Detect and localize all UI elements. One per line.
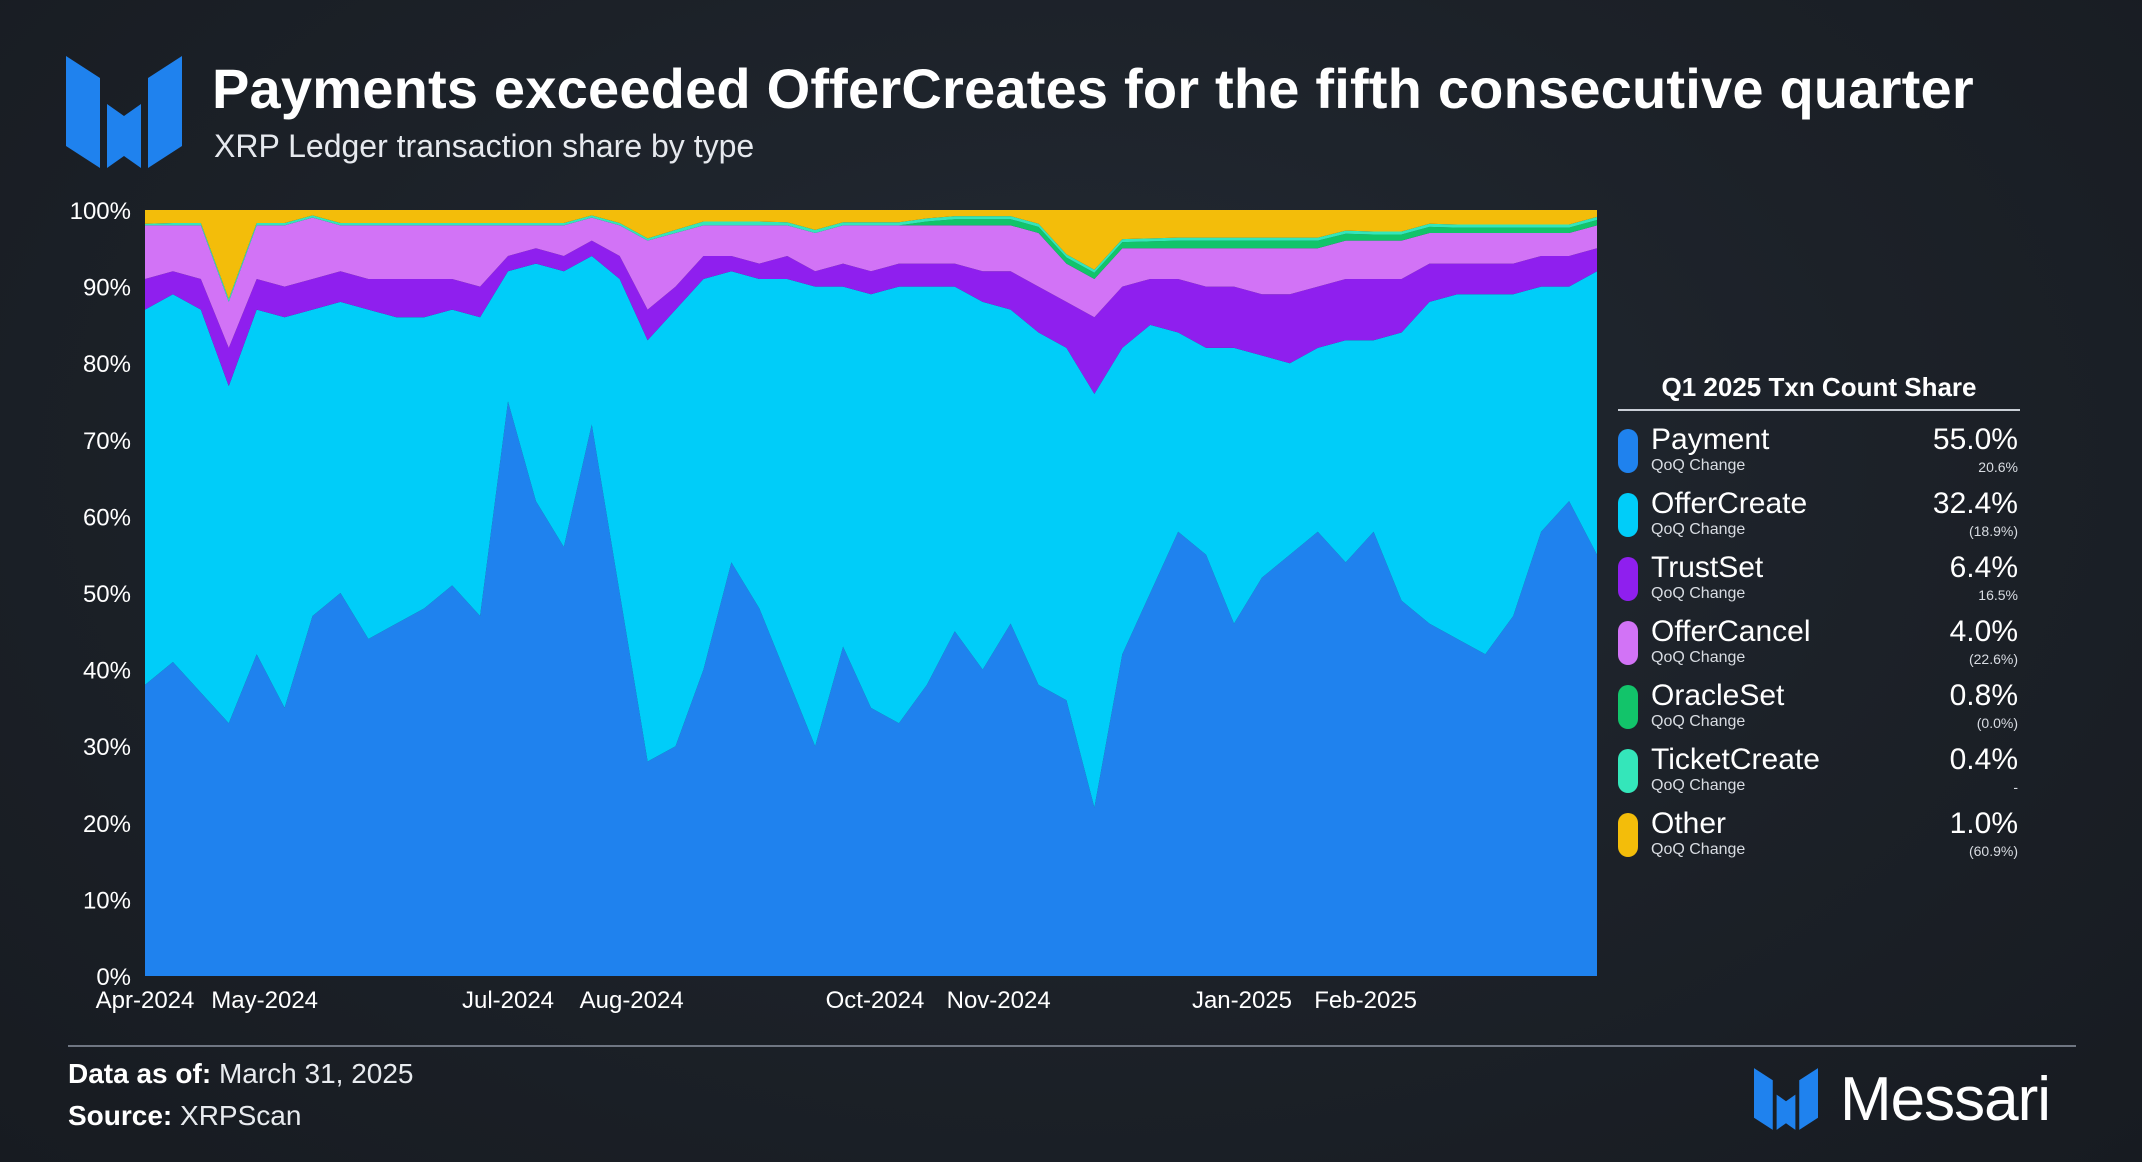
y-tick-label: 90%: [83, 275, 131, 302]
legend-value: 4.0%: [1949, 615, 2018, 648]
x-tick-label: May-2024: [211, 987, 318, 1014]
legend-change-label: QoQ Change: [1651, 521, 1746, 538]
legend-swatch: [1618, 621, 1638, 665]
y-tick-label: 10%: [83, 887, 131, 914]
y-tick-label: 50%: [83, 581, 131, 608]
chart-subtitle: XRP Ledger transaction share by type: [214, 128, 755, 164]
legend-item-ticketcreate: TicketCreate QoQ Change 0.4% -: [1618, 737, 2020, 801]
legend-value: 6.4%: [1949, 551, 2018, 584]
legend-name: TicketCreate: [1651, 743, 1820, 776]
brand-name: Messari: [1840, 1065, 2051, 1134]
x-tick-label: Jul-2024: [462, 987, 554, 1014]
legend-value: 0.4%: [1949, 743, 2018, 776]
data-as-of-value: March 31, 2025: [218, 1058, 414, 1089]
legend-item-payment: Payment QoQ Change 55.0% 20.6%: [1618, 417, 2020, 481]
legend-value: 32.4%: [1932, 487, 2018, 520]
legend-item-other: Other QoQ Change 1.0% (60.9%): [1618, 801, 2020, 865]
chart-title: Payments exceeded OfferCreates for the f…: [212, 57, 1974, 120]
source: Source: XRPScan: [68, 1100, 301, 1132]
x-tick-label: Nov-2024: [947, 987, 1051, 1014]
legend-swatch: [1618, 749, 1638, 793]
area-other: [145, 210, 1597, 299]
source-label: Source:: [68, 1100, 173, 1131]
legend-item-offercreate: OfferCreate QoQ Change 32.4% (18.9%): [1618, 481, 2020, 545]
legend-swatch: [1618, 429, 1638, 473]
x-tick-label: Feb-2025: [1314, 987, 1417, 1014]
area-payment: [145, 401, 1597, 976]
legend: Q1 2025 Txn Count Share Payment QoQ Chang…: [1618, 372, 2020, 865]
legend-change-label: QoQ Change: [1651, 649, 1746, 666]
legend-change: (0.0%): [1976, 715, 2018, 731]
legend-change-label: QoQ Change: [1651, 585, 1746, 602]
legend-name: TrustSet: [1651, 551, 1764, 584]
legend-change: 16.5%: [1978, 587, 2018, 603]
legend-swatch: [1618, 493, 1638, 537]
messari-logo-icon: [66, 56, 182, 168]
legend-swatch: [1618, 813, 1638, 857]
legend-change: (18.9%): [1968, 523, 2018, 539]
legend-change: (22.6%): [1968, 651, 2018, 667]
y-tick-label: 0%: [96, 964, 131, 991]
legend-swatch: [1618, 685, 1638, 729]
y-tick-label: 100%: [70, 198, 131, 225]
y-tick-label: 20%: [83, 811, 131, 838]
area-offercancel: [145, 217, 1597, 348]
y-tick-label: 40%: [83, 658, 131, 685]
legend-name: Other: [1651, 807, 1727, 840]
legend-change: -: [2013, 779, 2018, 795]
legend-name: OracleSet: [1651, 679, 1785, 712]
footer-divider: [68, 1045, 2076, 1047]
legend-name: OfferCancel: [1651, 615, 1811, 648]
source-value: XRPScan: [180, 1100, 302, 1131]
legend-change-label: QoQ Change: [1651, 457, 1746, 474]
area-offercreate: [145, 255, 1597, 808]
legend-value: 0.8%: [1949, 679, 2018, 712]
y-tick-label: 70%: [83, 428, 131, 455]
legend-value: 55.0%: [1932, 423, 2018, 456]
legend-name: Payment: [1651, 423, 1770, 456]
x-tick-label: Aug-2024: [580, 987, 684, 1014]
legend-name: OfferCreate: [1651, 487, 1808, 520]
data-as-of-label: Data as of:: [68, 1058, 212, 1089]
legend-change: 20.6%: [1978, 459, 2018, 475]
x-tick-label: Apr-2024: [96, 987, 195, 1014]
data-as-of: Data as of: March 31, 2025: [68, 1058, 414, 1090]
legend-value: 1.0%: [1949, 807, 2018, 840]
area-top-cap: [145, 210, 1597, 213]
x-tick-label: Oct-2024: [826, 987, 925, 1014]
messari-brand-icon: [1754, 1068, 1818, 1130]
y-tick-label: 60%: [83, 504, 131, 531]
y-tick-label: 30%: [83, 734, 131, 761]
legend-item-offercancel: OfferCancel QoQ Change 4.0% (22.6%): [1618, 609, 2020, 673]
x-tick-label: Jan-2025: [1192, 987, 1292, 1014]
legend-item-oracleset: OracleSet QoQ Change 0.8% (0.0%): [1618, 673, 2020, 737]
legend-change: (60.9%): [1968, 843, 2018, 859]
legend-change-label: QoQ Change: [1651, 777, 1746, 794]
legend-item-trustset: TrustSet QoQ Change 6.4% 16.5%: [1618, 545, 2020, 609]
brand-logo: Messari: [1754, 1064, 2084, 1134]
legend-change-label: QoQ Change: [1651, 841, 1746, 858]
legend-title: Q1 2025 Txn Count Share: [1618, 372, 2020, 411]
legend-change-label: QoQ Change: [1651, 713, 1746, 730]
y-tick-label: 80%: [83, 351, 131, 378]
legend-swatch: [1618, 557, 1638, 601]
